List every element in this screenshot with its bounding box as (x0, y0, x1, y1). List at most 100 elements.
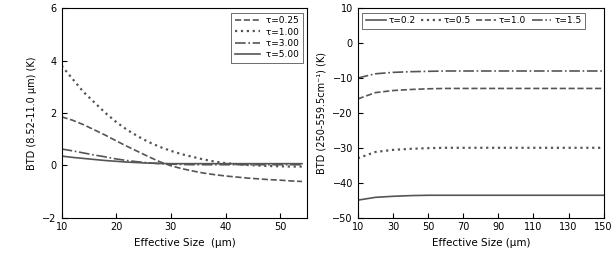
 τ=0.25 (113, 139, 120, 143)
 τ=1.00 (134, 135, 142, 138)
τ=0.2 (582, 194, 590, 197)
τ=0.2 (442, 194, 449, 197)
 τ=0.25 (58, 115, 65, 118)
τ=1.5 (600, 69, 607, 73)
τ=0.2 (530, 194, 537, 197)
 τ=5.00 (254, 162, 262, 165)
Line:  τ=5.00: τ=5.00 (62, 156, 302, 164)
X-axis label: Effective Size (μm): Effective Size (μm) (431, 238, 530, 248)
τ=1.0 (495, 87, 502, 90)
X-axis label: Effective Size  (μm): Effective Size (μm) (134, 238, 235, 248)
τ=0.5 (512, 146, 519, 149)
 τ=1.00 (79, 90, 87, 94)
Y-axis label: BTD (8.52-11.0 μm) (K): BTD (8.52-11.0 μm) (K) (27, 56, 37, 170)
 τ=1.00 (244, 163, 251, 167)
τ=1.0 (477, 87, 484, 90)
τ=0.5 (600, 146, 607, 149)
 τ=1.00 (222, 162, 229, 165)
 τ=0.25 (178, 167, 185, 170)
Line: τ=1.5: τ=1.5 (358, 71, 604, 78)
 τ=1.00 (211, 160, 218, 163)
 τ=5.00 (298, 162, 306, 165)
 τ=0.25 (167, 164, 174, 167)
 τ=5.00 (265, 162, 273, 165)
τ=1.5 (565, 69, 572, 73)
τ=1.0 (547, 87, 554, 90)
 τ=0.25 (123, 145, 131, 148)
τ=0.5 (407, 147, 414, 150)
τ=0.5 (389, 148, 397, 152)
 τ=5.00 (69, 156, 76, 159)
 τ=5.00 (200, 162, 208, 165)
τ=1.5 (354, 76, 362, 80)
 τ=3.00 (189, 163, 197, 166)
τ=1.0 (512, 87, 519, 90)
Line:  τ=0.25: τ=0.25 (62, 117, 302, 181)
τ=1.5 (547, 69, 554, 73)
 τ=0.25 (145, 155, 153, 159)
τ=1.5 (495, 69, 502, 73)
 τ=0.25 (200, 171, 208, 175)
τ=1.0 (354, 97, 362, 101)
τ=0.5 (565, 146, 572, 149)
 τ=1.00 (298, 165, 306, 168)
Legend:  τ=0.25,  τ=1.00,  τ=3.00,  τ=5.00: τ=0.25, τ=1.00, τ=3.00, τ=5.00 (231, 13, 303, 63)
 τ=1.00 (277, 165, 284, 168)
 τ=1.00 (233, 163, 240, 166)
 τ=0.25 (134, 150, 142, 153)
 τ=5.00 (277, 162, 284, 165)
Line: τ=0.5: τ=0.5 (358, 148, 604, 158)
 τ=0.25 (254, 177, 262, 181)
 τ=3.00 (233, 163, 240, 166)
τ=1.5 (442, 69, 449, 73)
τ=1.5 (460, 69, 467, 73)
 τ=5.00 (288, 162, 295, 165)
τ=1.0 (407, 88, 414, 91)
τ=1.0 (565, 87, 572, 90)
 τ=0.25 (91, 128, 98, 132)
Line: τ=1.0: τ=1.0 (358, 88, 604, 99)
 τ=1.00 (69, 77, 76, 81)
 τ=1.00 (113, 120, 120, 124)
 τ=3.00 (265, 163, 273, 166)
τ=0.2 (547, 194, 554, 197)
τ=0.5 (460, 146, 467, 149)
τ=1.0 (389, 89, 397, 92)
Line:  τ=1.00: τ=1.00 (62, 66, 302, 166)
 τ=3.00 (134, 160, 142, 163)
 τ=3.00 (298, 163, 306, 166)
 τ=3.00 (91, 153, 98, 157)
τ=0.2 (407, 194, 414, 197)
 τ=0.25 (277, 178, 284, 182)
τ=0.5 (530, 146, 537, 149)
τ=1.5 (530, 69, 537, 73)
 τ=3.00 (69, 149, 76, 153)
 τ=5.00 (167, 162, 174, 165)
τ=1.5 (389, 71, 397, 74)
 τ=5.00 (123, 160, 131, 164)
τ=0.2 (600, 194, 607, 197)
τ=0.5 (547, 146, 554, 149)
 τ=5.00 (156, 162, 164, 165)
 τ=1.00 (254, 164, 262, 167)
τ=0.2 (460, 194, 467, 197)
 τ=5.00 (244, 162, 251, 165)
 τ=3.00 (222, 163, 229, 166)
τ=1.5 (477, 69, 484, 73)
τ=0.5 (495, 146, 502, 149)
 τ=5.00 (189, 162, 197, 165)
 τ=0.25 (69, 119, 76, 122)
 τ=3.00 (113, 157, 120, 160)
τ=1.0 (371, 91, 379, 94)
τ=0.2 (565, 194, 572, 197)
 τ=5.00 (222, 162, 229, 165)
τ=1.0 (424, 87, 432, 90)
 τ=5.00 (58, 154, 65, 158)
 τ=3.00 (254, 163, 262, 166)
τ=0.5 (371, 150, 379, 154)
 τ=3.00 (58, 147, 65, 151)
τ=1.5 (582, 69, 590, 73)
τ=0.2 (477, 194, 484, 197)
 τ=3.00 (211, 163, 218, 166)
τ=0.2 (512, 194, 519, 197)
